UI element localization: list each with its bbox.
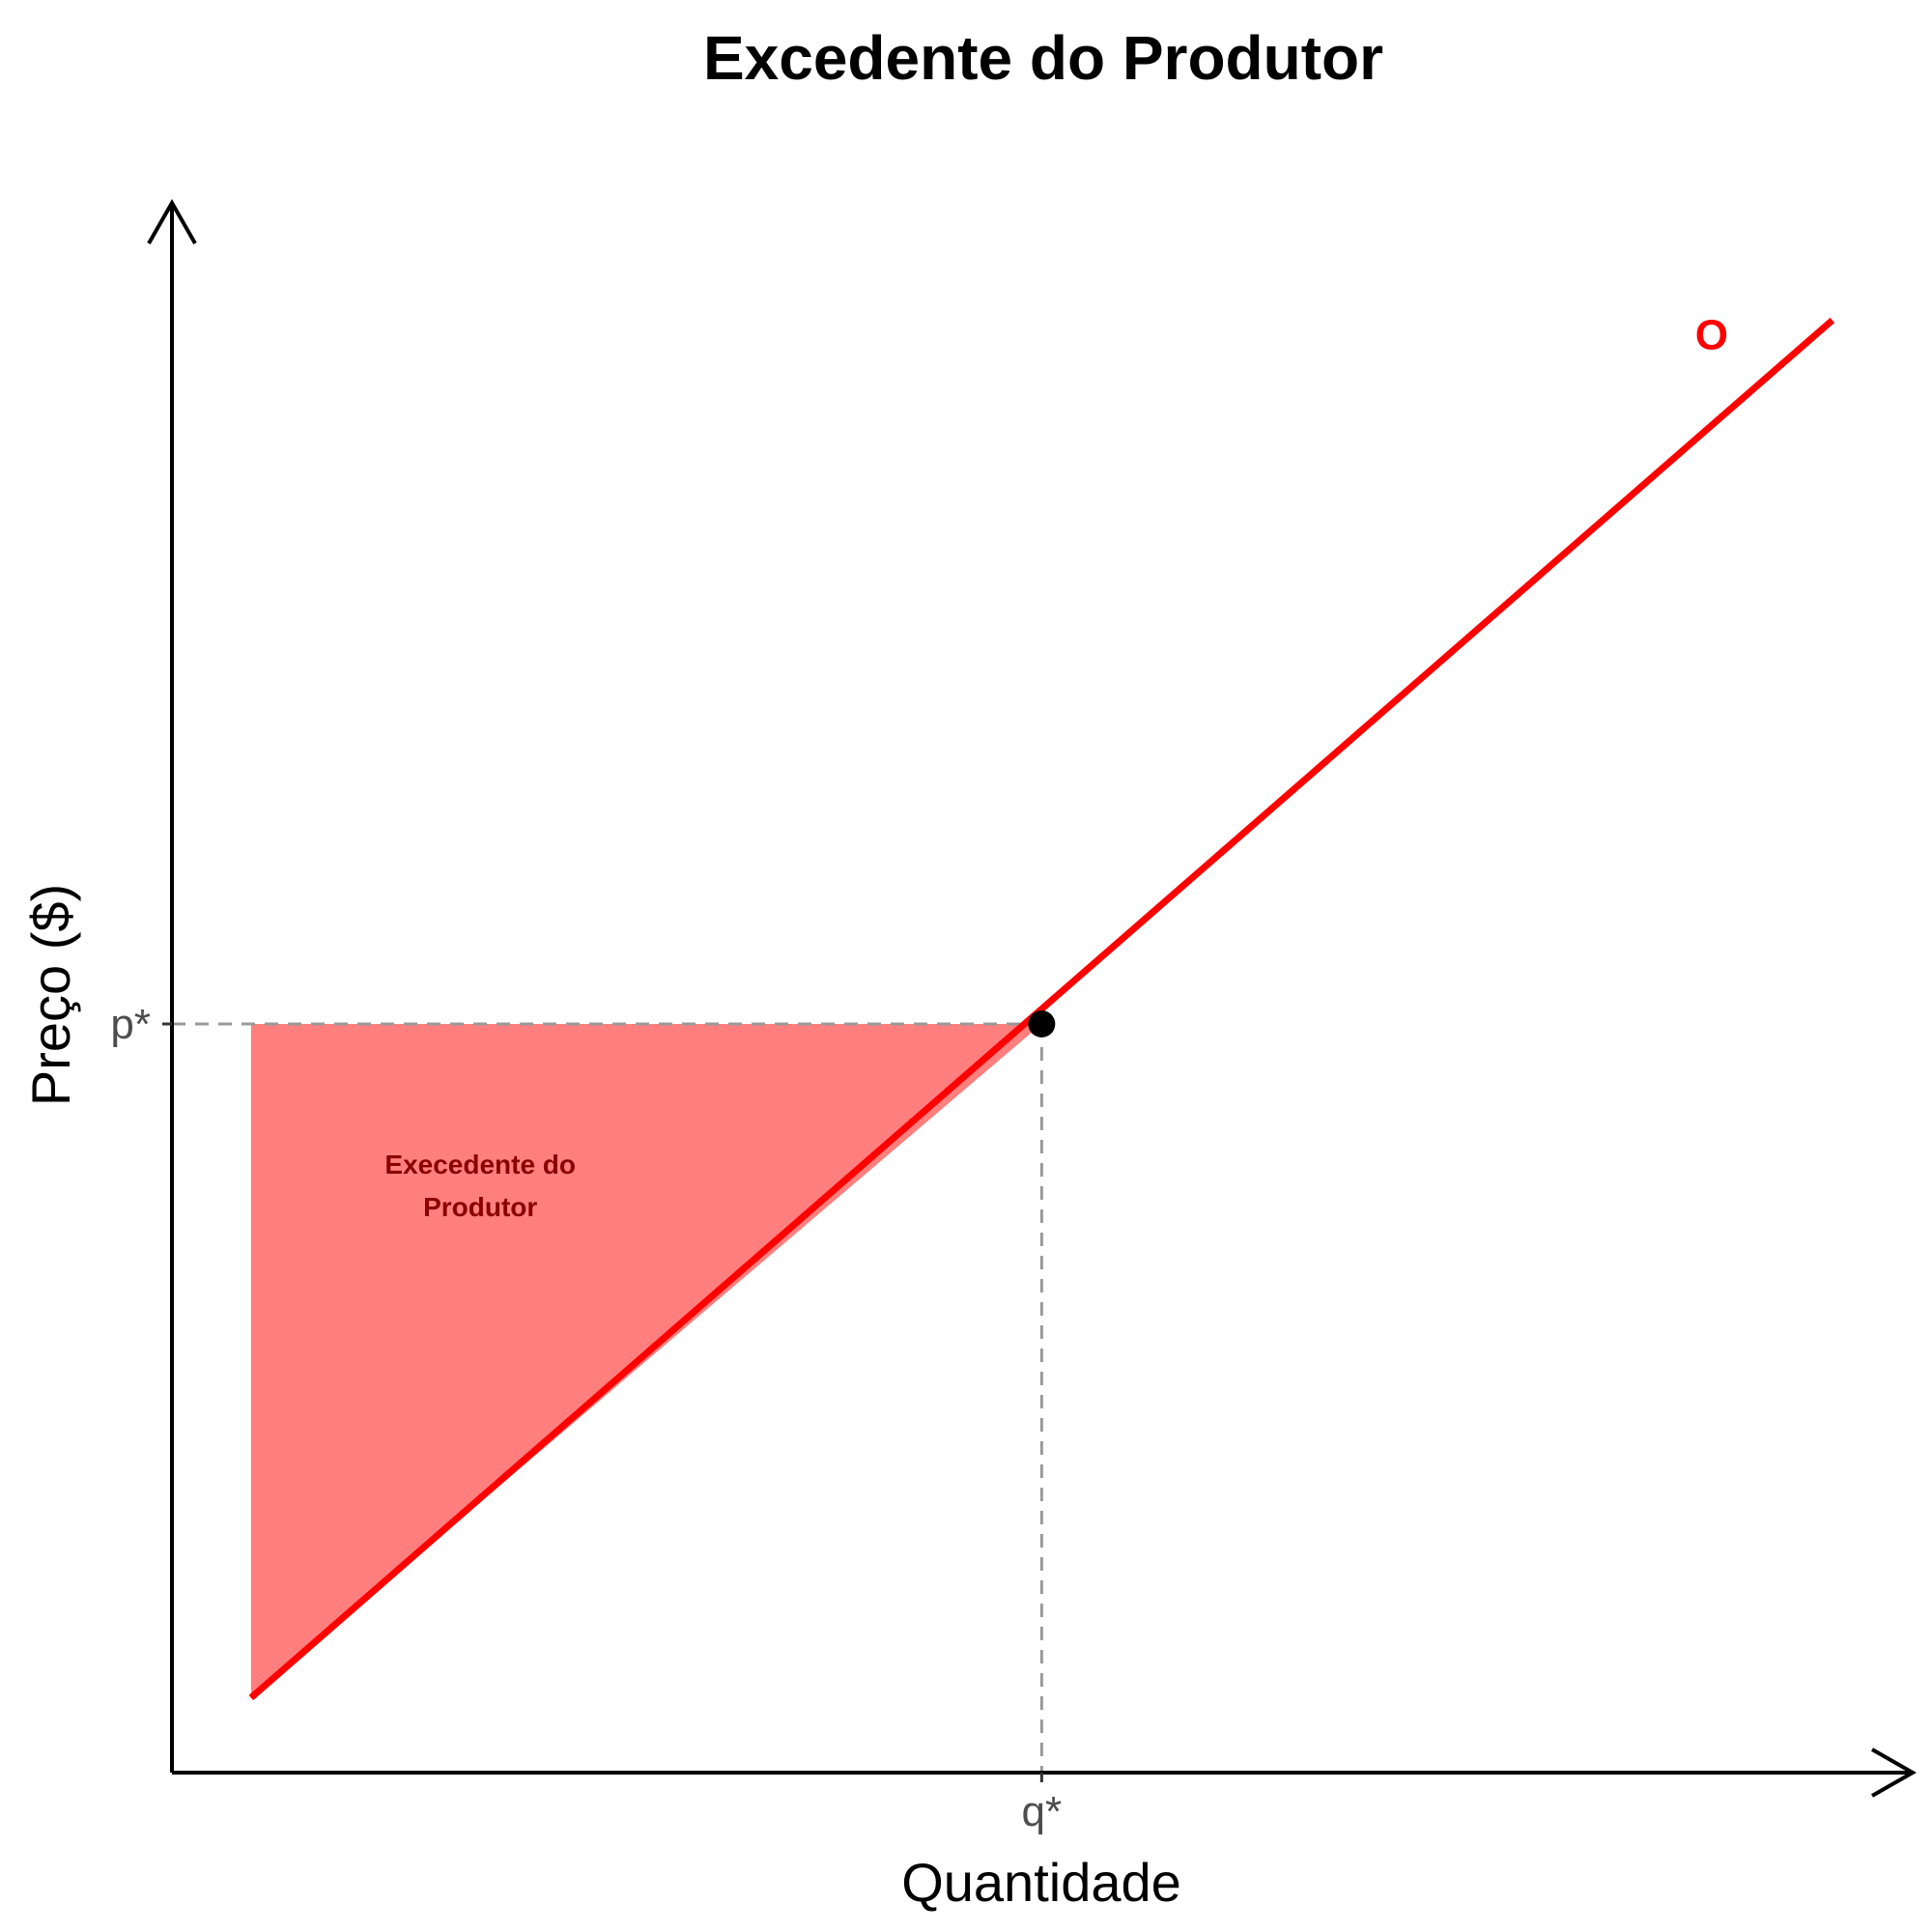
- x-tick-label: q*: [1022, 1788, 1063, 1835]
- area-annotation: Execedente do Produtor: [384, 1150, 576, 1222]
- plot-area: Op* q* Execedente do Produtor: [110, 198, 1918, 1835]
- area-annotation-line: Produtor: [423, 1192, 537, 1222]
- supply-curve: [248, 317, 1835, 1701]
- supply-curve-label: O: [1695, 312, 1728, 359]
- y-axis-arrowhead: [147, 198, 197, 244]
- x-axis-arrowhead: [1871, 1747, 1918, 1798]
- equilibrium-point: [1028, 1010, 1056, 1037]
- y-tick-label: p*: [110, 1001, 151, 1048]
- chart-title: Excedente do Produtor: [703, 23, 1383, 93]
- y-axis-label: Preço ($): [20, 884, 81, 1106]
- area-annotation-line: Execedente do: [384, 1150, 576, 1179]
- x-axis-label: Quantidade: [901, 1852, 1181, 1913]
